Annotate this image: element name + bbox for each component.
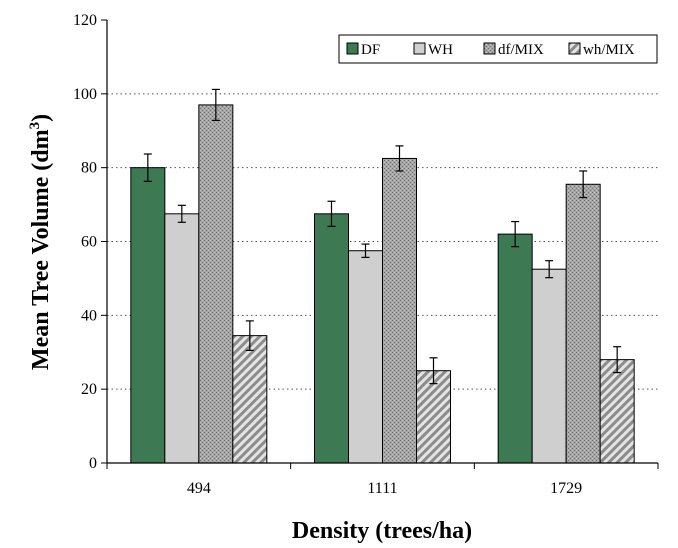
y-tick-label: 100 — [73, 86, 97, 103]
y-axis-title-sup: 3 — [27, 122, 43, 130]
y-tick-label: 0 — [89, 455, 97, 472]
y-axis-title-close: ) — [28, 114, 54, 122]
bar-wh-mix-1111 — [416, 370, 451, 464]
bar-wh-mix-1729 — [599, 359, 635, 464]
legend-swatch — [483, 42, 496, 55]
legend-swatch — [413, 42, 426, 55]
legend-swatch — [568, 42, 581, 55]
legend-box — [338, 34, 658, 64]
y-tick-label: 40 — [81, 307, 97, 324]
x-tick-label: 494 — [187, 480, 211, 497]
x-tick-label: 1729 — [550, 480, 582, 497]
x-tick-label: 1111 — [367, 480, 397, 497]
y-tick-label: 60 — [81, 234, 97, 251]
error-bars — [143, 88, 622, 385]
bar-df-494 — [130, 167, 166, 464]
y-tick-label: 80 — [81, 160, 97, 177]
legend: DF WH df/MIX wh/MIX — [338, 34, 658, 64]
y-axis-title-main: Mean Tree Volume (dm — [28, 129, 54, 370]
bar-wh-494 — [164, 213, 200, 464]
y-tick-label: 20 — [81, 381, 97, 398]
y-tick-label: 120 — [73, 12, 97, 29]
y-axis-title: Mean Tree Volume (dm3) — [27, 114, 54, 370]
bar-df-mix-1111 — [382, 157, 417, 464]
legend-swatch — [346, 42, 359, 55]
x-ticks: 494 1111 1729 — [106, 463, 659, 497]
bar-wh-1729 — [531, 268, 567, 464]
legend-label: df/MIX — [498, 42, 544, 58]
bar-df-1729 — [497, 233, 533, 464]
bar-wh-mix-494 — [232, 335, 268, 464]
legend-label: DF — [361, 42, 380, 58]
y-ticks: 0 20 40 60 80 100 120 — [73, 12, 107, 472]
x-axis-title: Density (trees/ha) — [292, 518, 472, 544]
legend-label: wh/MIX — [583, 42, 635, 58]
legend-label: WH — [428, 42, 453, 58]
bar-df-1111 — [314, 213, 349, 464]
bar-df-mix-494 — [198, 104, 234, 464]
bars — [130, 104, 635, 464]
bar-df-mix-1729 — [565, 183, 601, 464]
bar-wh-1111 — [348, 250, 383, 464]
